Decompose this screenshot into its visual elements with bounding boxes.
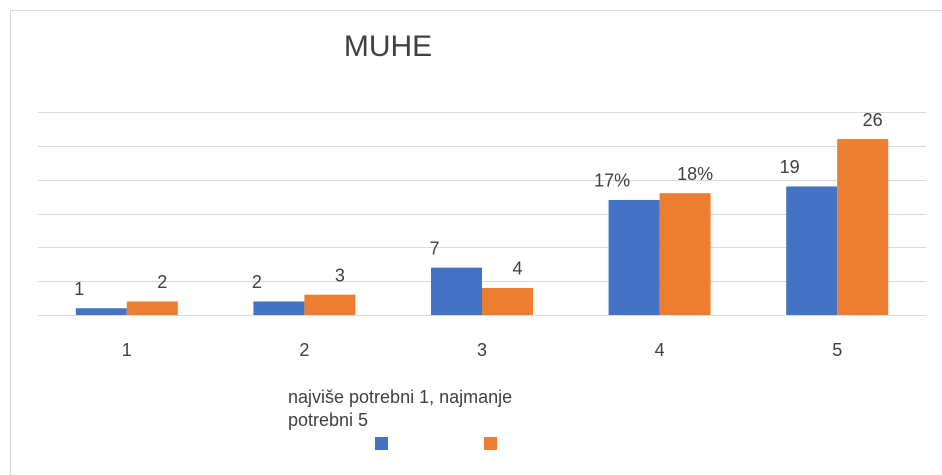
data-label: 17%: [594, 171, 630, 191]
legend-swatch: [375, 437, 388, 450]
data-label: 26: [863, 110, 883, 130]
data-label: 2: [157, 272, 167, 292]
bar: [659, 193, 711, 315]
data-label: 7: [429, 238, 439, 258]
x-tick-label: 4: [655, 340, 665, 360]
bar: [75, 308, 127, 315]
data-label: 2: [252, 272, 262, 292]
x-tick-label: 2: [299, 340, 309, 360]
bar: [253, 301, 305, 315]
bar: [304, 294, 356, 315]
chart-title: MUHE: [344, 30, 432, 63]
x-axis-title: najviše potrebni 1, najmanje: [288, 387, 512, 407]
data-label: 1: [74, 279, 84, 299]
legend-swatch: [484, 437, 497, 450]
bar: [431, 267, 482, 315]
data-label: 18%: [677, 164, 713, 184]
bar: [126, 301, 178, 315]
data-label: 3: [335, 265, 345, 285]
bar: [608, 199, 660, 315]
x-tick-label: 3: [477, 340, 487, 360]
data-label: 19: [780, 157, 800, 177]
x-axis-title: potrebni 5: [288, 410, 368, 430]
data-label: 4: [512, 259, 522, 279]
x-tick-label: 5: [832, 340, 842, 360]
bar: [837, 139, 889, 315]
bar: [482, 287, 533, 315]
x-tick-label: 1: [122, 340, 132, 360]
bar: [786, 186, 838, 315]
